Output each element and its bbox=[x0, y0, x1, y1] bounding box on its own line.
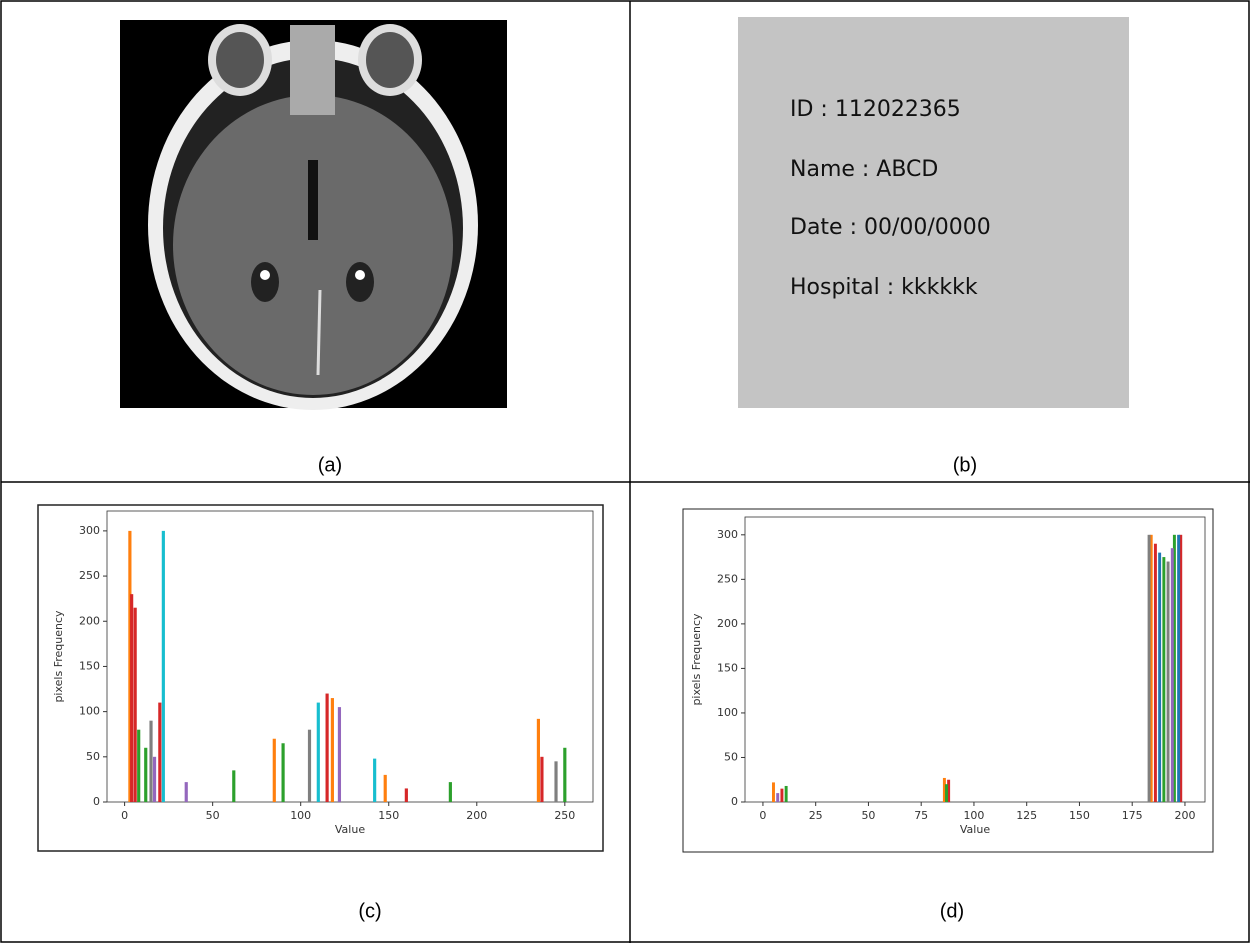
x-tick-label: 50 bbox=[861, 809, 875, 822]
bar bbox=[158, 702, 162, 802]
x-tick-label: 50 bbox=[206, 809, 220, 822]
bar bbox=[1177, 534, 1181, 802]
x-tick-label: 100 bbox=[290, 809, 311, 822]
y-tick-label: 300 bbox=[717, 528, 738, 541]
bar bbox=[330, 698, 334, 802]
image-line: Hospital : kkkkkk bbox=[790, 275, 978, 300]
bar bbox=[536, 718, 540, 802]
bar bbox=[1158, 552, 1162, 802]
bar bbox=[1166, 561, 1170, 802]
y-tick-label: 250 bbox=[79, 569, 100, 582]
x-tick-label: 250 bbox=[554, 809, 575, 822]
y-axis-label: pixels Frequency bbox=[52, 610, 65, 703]
x-tick-label: 75 bbox=[914, 809, 928, 822]
x-tick-label: 150 bbox=[378, 809, 399, 822]
x-tick-label: 100 bbox=[963, 809, 984, 822]
x-tick-label: 25 bbox=[809, 809, 823, 822]
y-tick-label: 150 bbox=[79, 659, 100, 672]
bar bbox=[161, 530, 165, 802]
bar bbox=[942, 777, 946, 802]
x-tick-label: 200 bbox=[1174, 809, 1195, 822]
image-line: Name : ABCD bbox=[790, 157, 938, 182]
bar bbox=[144, 747, 148, 802]
y-tick-label: 0 bbox=[731, 795, 738, 808]
bar bbox=[152, 756, 157, 802]
bar bbox=[149, 720, 153, 802]
x-tick-label: 175 bbox=[1122, 809, 1143, 822]
bar bbox=[1147, 534, 1151, 802]
bar bbox=[281, 743, 285, 802]
bar bbox=[404, 788, 408, 802]
bar bbox=[325, 693, 329, 802]
bar bbox=[563, 747, 567, 802]
x-tick-label: 0 bbox=[759, 809, 766, 822]
y-axis-label: pixels Frequency bbox=[690, 613, 703, 706]
bar bbox=[1149, 534, 1153, 802]
bar bbox=[383, 774, 387, 802]
bar bbox=[554, 761, 558, 802]
x-tick-label: 150 bbox=[1069, 809, 1090, 822]
caption: (c) bbox=[358, 900, 381, 922]
y-tick-label: 250 bbox=[717, 572, 738, 585]
bar bbox=[780, 788, 784, 802]
x-tick-label: 125 bbox=[1016, 809, 1037, 822]
bar bbox=[1170, 548, 1174, 802]
bar bbox=[337, 707, 342, 802]
y-tick-label: 200 bbox=[79, 614, 100, 627]
caption: (d) bbox=[940, 900, 964, 922]
bar bbox=[784, 785, 788, 802]
y-tick-label: 50 bbox=[724, 750, 738, 763]
image-line: ID : 112022365 bbox=[790, 97, 961, 122]
bar bbox=[137, 729, 141, 802]
bar bbox=[307, 729, 312, 802]
y-tick-label: 300 bbox=[79, 524, 100, 537]
bar bbox=[945, 784, 948, 802]
bar bbox=[316, 702, 320, 802]
x-tick-label: 200 bbox=[466, 809, 487, 822]
bar bbox=[772, 782, 775, 802]
bar bbox=[1153, 543, 1157, 802]
bar bbox=[448, 782, 452, 802]
image-line: Date : 00/00/0000 bbox=[790, 215, 991, 240]
bar bbox=[1162, 557, 1166, 802]
y-tick-label: 200 bbox=[717, 617, 738, 630]
bar bbox=[272, 738, 276, 802]
x-tick-label: 0 bbox=[121, 809, 128, 822]
caption: (a) bbox=[318, 454, 342, 476]
y-tick-label: 150 bbox=[717, 661, 738, 674]
y-tick-label: 0 bbox=[93, 795, 100, 808]
x-axis-label: Value bbox=[335, 823, 365, 836]
y-tick-label: 50 bbox=[86, 750, 100, 763]
bar bbox=[128, 530, 132, 802]
ct-image bbox=[120, 20, 507, 410]
plot-area bbox=[744, 516, 1206, 803]
bar bbox=[232, 770, 236, 802]
bar bbox=[133, 607, 137, 802]
bar bbox=[1172, 534, 1176, 802]
bar bbox=[184, 782, 188, 802]
plot-area bbox=[106, 510, 594, 803]
text-image bbox=[738, 17, 1129, 408]
bar bbox=[776, 793, 780, 802]
caption: (b) bbox=[953, 454, 977, 476]
chart-frame bbox=[682, 508, 1214, 853]
y-tick-label: 100 bbox=[717, 706, 738, 719]
bar bbox=[1179, 534, 1183, 802]
y-tick-label: 100 bbox=[79, 705, 100, 718]
x-axis-label: Value bbox=[960, 823, 990, 836]
bar bbox=[373, 758, 377, 802]
bar bbox=[947, 779, 951, 802]
bar bbox=[540, 756, 544, 802]
bar bbox=[130, 594, 134, 802]
chart-frame bbox=[37, 504, 604, 852]
